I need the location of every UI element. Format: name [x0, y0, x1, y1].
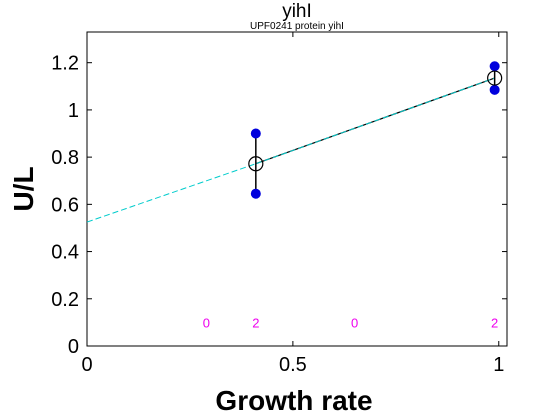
fit-line-overlay — [255, 77, 495, 165]
count-label: 2 — [252, 315, 259, 330]
y-tick-label: 1 — [68, 100, 79, 122]
data-point — [250, 188, 261, 199]
count-label: 2 — [491, 315, 498, 330]
data-point — [489, 61, 500, 72]
ticks: 0 0.5 1 0 0.2 0.4 0.6 0.8 1 1.2 — [51, 32, 507, 376]
mean-marker — [248, 156, 264, 172]
count-label: 0 — [351, 315, 358, 330]
chart-title: yihI — [282, 1, 312, 22]
y-tick-label: 0 — [68, 336, 79, 358]
x-tick-label: 0.5 — [279, 354, 307, 376]
y-tick-label: 0.6 — [51, 194, 79, 216]
y-tick-label: 0.8 — [51, 147, 79, 169]
y-tick-label: 0.4 — [51, 242, 79, 264]
mean-marker — [487, 70, 503, 86]
data-point — [489, 84, 500, 95]
x-axis-title: Growth rate — [215, 385, 372, 416]
y-axis-title: U/L — [8, 166, 39, 211]
plot-area — [86, 31, 508, 347]
extrapolation-line — [86, 163, 256, 223]
series: 0 2 0 2 — [86, 61, 503, 330]
data-point — [250, 128, 261, 139]
y-tick-label: 1.2 — [51, 53, 79, 75]
y-tick-label: 0.2 — [51, 289, 79, 311]
count-label: 0 — [203, 315, 210, 330]
x-tick-label: 0 — [81, 354, 92, 376]
x-tick-label: 1 — [493, 354, 504, 376]
chart-subtitle: UPF0241 protein yihI — [250, 21, 344, 32]
